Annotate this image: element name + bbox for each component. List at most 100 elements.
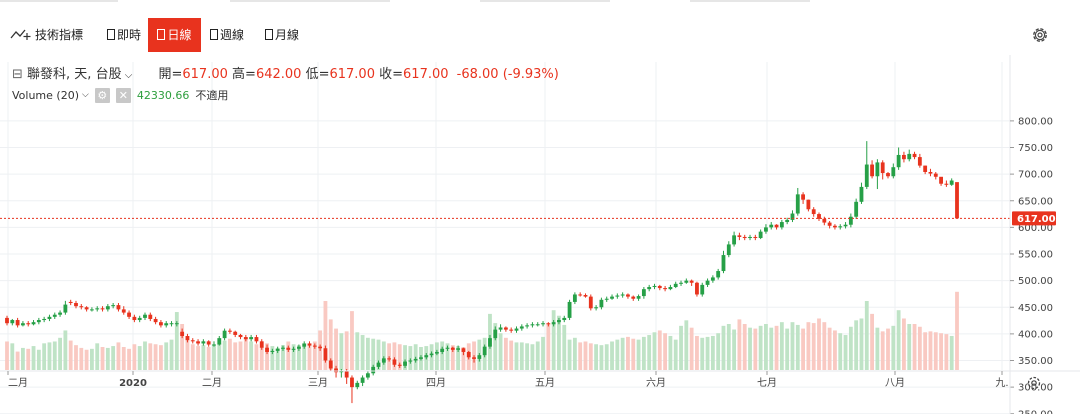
volume-bar (217, 343, 222, 370)
volume-bar (31, 346, 36, 370)
volume-bar (695, 335, 699, 370)
symbol-label[interactable]: 聯發科, 天, 台股 (27, 67, 122, 82)
volume-bar (710, 335, 715, 370)
current-price-marker (1012, 211, 1056, 226)
candle-body (419, 357, 423, 359)
candle-body (795, 194, 800, 214)
volume-bar (355, 332, 360, 370)
candle-body (190, 340, 195, 342)
current-price-label: 617.00 (1017, 214, 1056, 225)
candle-body (461, 348, 466, 352)
tab-realtime-label: 即時 (117, 28, 142, 42)
price-chart[interactable]: 800.00 750.00 700.00 650.00 600.00 550.00 500.… (0, 55, 1080, 414)
candle-body (716, 271, 721, 278)
candle-body (477, 355, 482, 359)
volume-bar (657, 330, 662, 370)
volume-bar (281, 345, 285, 370)
volume-bar (58, 337, 62, 370)
volume-bar (68, 340, 73, 370)
candle-body (663, 288, 668, 290)
box-icon (107, 29, 115, 40)
volume-bar (599, 345, 604, 370)
candle-body (10, 320, 15, 324)
candle-body (365, 373, 370, 378)
volume-bar (116, 342, 121, 370)
candle-body (132, 316, 137, 321)
candle-body (583, 295, 588, 297)
volume-bar (153, 344, 158, 370)
volume-bar (949, 335, 954, 370)
volume-bar (286, 341, 291, 370)
candle-body (806, 199, 811, 210)
candle-body (737, 235, 742, 237)
volume-bar (52, 341, 57, 370)
volume-bar (307, 343, 312, 370)
candle-body (472, 357, 476, 359)
candle-body (74, 302, 78, 307)
indicators-button[interactable]: 技術指標 (10, 18, 83, 52)
time-tick-label: 六月 (646, 377, 666, 389)
volume-settings-icon[interactable]: ⚙ (94, 87, 110, 103)
volume-label[interactable]: Volume (20) (12, 88, 79, 102)
price-tick-label: 650.00 (1018, 196, 1053, 207)
chevron-down-icon[interactable]: ⌵ (82, 90, 89, 100)
candle-body (249, 337, 254, 340)
settings-gear-icon[interactable] (1030, 25, 1050, 45)
volume-bar (827, 327, 832, 370)
volume-bar (668, 335, 673, 370)
price-tick-label: 400.00 (1018, 329, 1053, 340)
high-label: 高= (232, 67, 256, 82)
tab-realtime[interactable]: 即時 (105, 18, 143, 52)
candle-body (689, 280, 694, 283)
volume-bar (530, 344, 535, 370)
volume-bar (376, 339, 381, 370)
candle-body (387, 358, 392, 360)
chart-toolbar: 技術指標 即時 日線 週線 月線 (0, 18, 1080, 52)
volume-bar (5, 341, 9, 370)
volume-bar (509, 340, 514, 370)
axis-settings-gear-icon[interactable] (1027, 376, 1041, 390)
volume-bar (928, 331, 933, 370)
volume-bar (859, 318, 864, 370)
candle-body (679, 282, 683, 284)
candle-body (838, 226, 843, 228)
collapse-icon[interactable]: ⊟ (12, 67, 23, 82)
candle-body (265, 347, 269, 352)
box-icon (265, 29, 273, 40)
volume-bar (498, 333, 503, 370)
candle-body (344, 371, 349, 378)
tab-weekly[interactable]: 週線 (210, 18, 244, 52)
time-tick-label: 七月 (757, 377, 777, 389)
tab-daily[interactable]: 日線 (148, 18, 201, 52)
volume-bar (334, 328, 338, 370)
candle-body (355, 382, 360, 388)
candle-body (843, 224, 848, 227)
volume-close-icon[interactable]: ✕ (115, 87, 131, 103)
tab-monthly[interactable]: 月線 (265, 18, 299, 52)
candle-body (445, 347, 450, 349)
candle-body (275, 348, 280, 351)
gear-hub (1031, 380, 1037, 386)
candle-body (742, 236, 747, 239)
volume-bar (403, 345, 407, 370)
candle-body (525, 325, 530, 327)
candle-body (440, 348, 445, 352)
candlesticks (5, 141, 959, 404)
volume-bar (254, 344, 259, 370)
volume-bar (742, 324, 747, 370)
price-tick-label: 550.00 (1018, 250, 1053, 261)
volume-bar (769, 327, 774, 370)
candle-body (403, 361, 407, 366)
volume-bar (764, 324, 768, 370)
candle-body (668, 287, 673, 290)
candle-body (302, 343, 307, 347)
volume-bar (238, 341, 243, 370)
candle-body (530, 324, 535, 326)
volume-bar (779, 322, 784, 370)
candle-body (864, 164, 869, 187)
chevron-down-icon[interactable]: ⌵ (121, 70, 133, 81)
candle-body (429, 353, 434, 356)
volume-bar (503, 337, 508, 370)
volume-bar (917, 326, 922, 370)
candle-body (519, 326, 524, 329)
